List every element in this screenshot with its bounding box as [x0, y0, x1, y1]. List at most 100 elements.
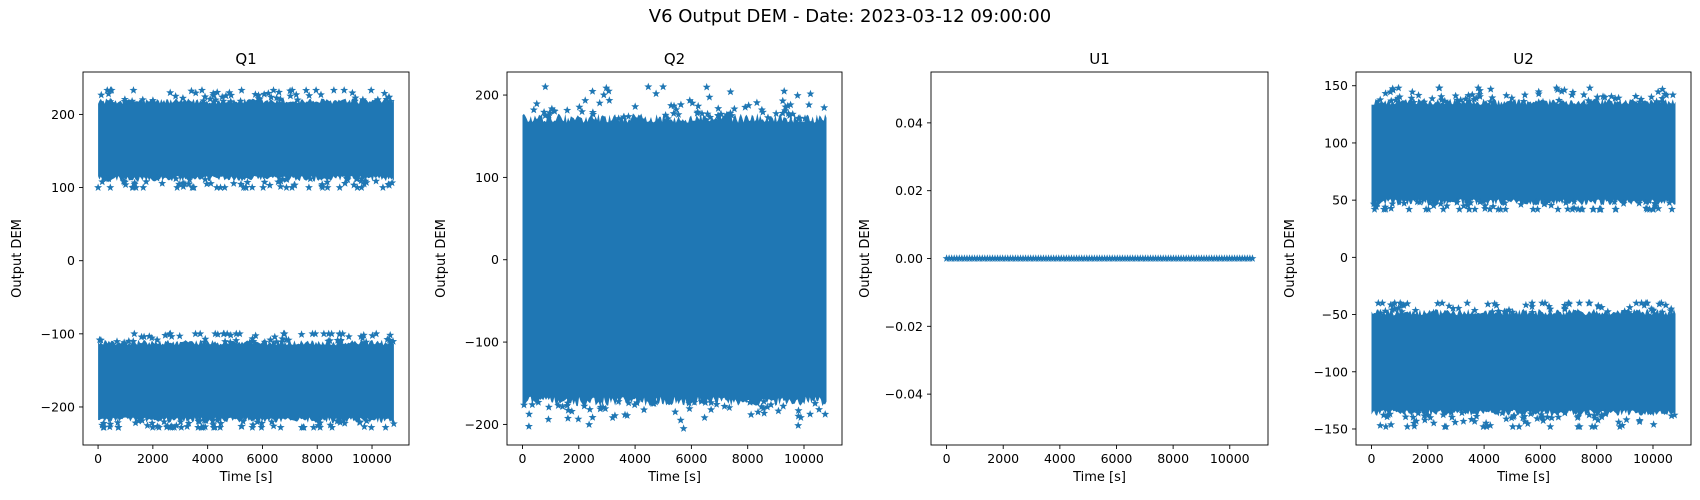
- data-point: [1447, 408, 1456, 416]
- data-point: [1539, 416, 1548, 425]
- data-point: [1488, 307, 1497, 316]
- data-point: [315, 415, 324, 424]
- data-point: [779, 402, 788, 410]
- data-point: [1451, 418, 1460, 426]
- data-point: [319, 329, 328, 338]
- data-point: [220, 329, 228, 338]
- data-point: [1596, 205, 1605, 213]
- data-point: [672, 105, 681, 114]
- data-point: [276, 94, 285, 103]
- data-point: [741, 103, 750, 111]
- data-point: [1658, 94, 1667, 102]
- data-point: [545, 108, 554, 117]
- data-point: [1371, 200, 1380, 208]
- data-point: [191, 329, 200, 338]
- data-point: [1652, 97, 1661, 105]
- axes-frame: [506, 71, 843, 446]
- scatter-band: [98, 339, 394, 424]
- data-point: [166, 88, 175, 97]
- data-point: [1488, 93, 1497, 102]
- subplot-title: U1: [1089, 50, 1110, 68]
- data-point: [1455, 205, 1464, 213]
- x-tick-label: 4000: [619, 451, 651, 466]
- data-point: [1611, 205, 1620, 213]
- data-point: [630, 400, 639, 409]
- data-point: [368, 331, 377, 339]
- data-point: [1458, 408, 1466, 417]
- data-point: [1463, 201, 1472, 209]
- data-point: [529, 105, 538, 114]
- data-point: [189, 183, 198, 191]
- data-point: [1502, 91, 1511, 99]
- scatter-band: [98, 98, 394, 182]
- data-point: [340, 419, 349, 427]
- data-point: [558, 402, 567, 410]
- data-point: [1528, 308, 1537, 316]
- data-point: [336, 418, 345, 426]
- data-point: [229, 179, 238, 187]
- data-point: [1575, 422, 1584, 431]
- x-tick-label: 2000: [137, 451, 169, 466]
- data-point: [585, 405, 594, 413]
- data-point: [1591, 422, 1600, 431]
- data-point: [1387, 204, 1396, 212]
- data-point: [1420, 411, 1429, 420]
- data-point: [260, 338, 269, 346]
- data-point: [264, 89, 273, 97]
- data-point: [323, 183, 332, 191]
- data-point: [350, 97, 359, 105]
- data-point: [1574, 412, 1583, 420]
- x-tick-label: 6000: [247, 451, 279, 466]
- data-point: [588, 87, 597, 95]
- data-point: [131, 418, 140, 427]
- data-point: [177, 423, 186, 431]
- data-point: [745, 398, 754, 406]
- data-point: [309, 423, 318, 431]
- y-tick-label: 100: [475, 170, 499, 185]
- data-point: [540, 108, 549, 116]
- data-point: [1472, 412, 1481, 420]
- data-point: [1436, 199, 1445, 208]
- data-point: [1449, 304, 1458, 312]
- data-point: [329, 86, 338, 94]
- data-point: [1388, 305, 1396, 314]
- data-point: [567, 407, 576, 415]
- data-point: [323, 177, 332, 186]
- data-point: [1489, 202, 1498, 210]
- data-point: [821, 410, 830, 418]
- data-point: [528, 400, 537, 409]
- data-point: [1543, 413, 1552, 421]
- x-tick-label: 2000: [987, 451, 1019, 466]
- data-point: [297, 330, 306, 338]
- data-point: [113, 418, 122, 427]
- data-point: [760, 409, 769, 417]
- x-tick-label: 0: [94, 451, 102, 466]
- data-point: [547, 104, 556, 113]
- data-point: [357, 176, 366, 185]
- data-point: [524, 422, 533, 430]
- data-point: [697, 397, 706, 405]
- data-point: [1454, 304, 1463, 312]
- data-point: [532, 99, 541, 108]
- data-point: [357, 183, 366, 191]
- data-point: [1391, 95, 1400, 104]
- data-point: [237, 86, 246, 94]
- data-point: [726, 109, 735, 117]
- data-point: [158, 179, 167, 187]
- data-point: [102, 174, 111, 183]
- data-point: [747, 410, 756, 419]
- data-point: [1588, 422, 1597, 431]
- data-point: [257, 423, 266, 431]
- data-point: [1397, 307, 1406, 315]
- data-point: [794, 114, 803, 122]
- data-point: [306, 174, 315, 183]
- data-point: [1410, 422, 1419, 430]
- data-point: [1584, 96, 1593, 105]
- data-point: [1378, 298, 1387, 307]
- y-axis-label: Output DEM: [10, 219, 25, 298]
- data-point: [389, 337, 398, 345]
- data-point: [1507, 93, 1516, 102]
- data-point: [198, 86, 206, 94]
- data-point: [702, 82, 711, 91]
- data-point: [725, 403, 734, 412]
